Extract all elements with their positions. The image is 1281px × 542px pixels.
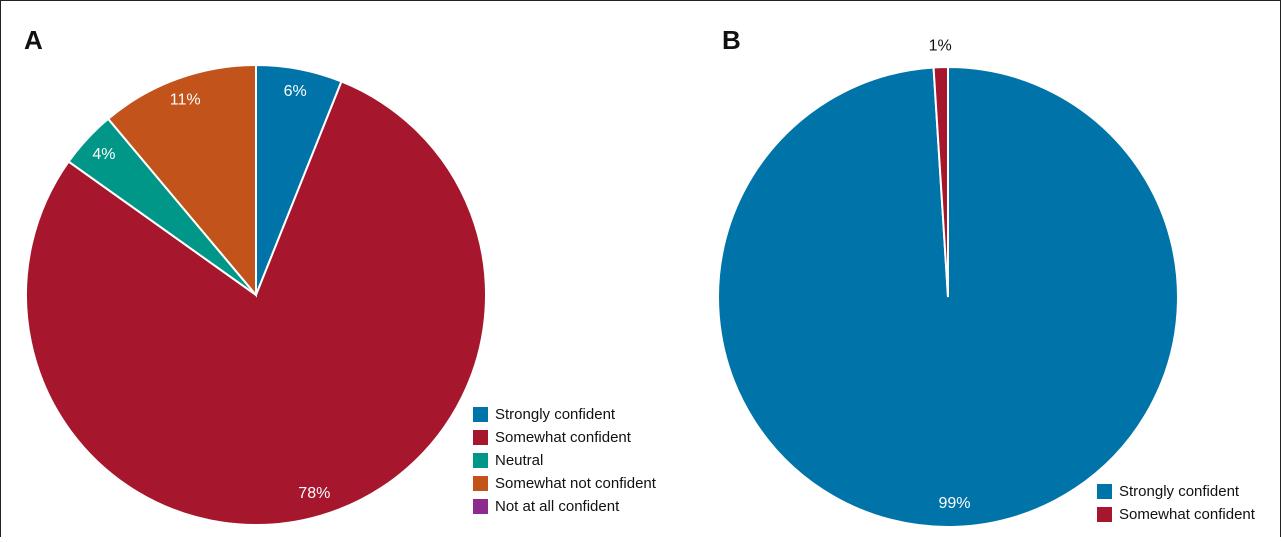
legend-label: Somewhat not confident (495, 475, 657, 492)
legend-label: Somewhat confident (1119, 506, 1256, 523)
legend-swatch (473, 453, 488, 468)
slice-label: 11% (170, 92, 201, 109)
legend-label: Neutral (495, 452, 543, 469)
slice-label: 78% (298, 485, 330, 502)
legend-label: Strongly confident (1119, 483, 1240, 500)
legend-swatch (473, 430, 488, 445)
legend-label: Not at all confident (495, 498, 620, 515)
panel-label: A (24, 25, 43, 55)
slice-label: 1% (929, 38, 952, 55)
legend-label: Somewhat confident (495, 429, 632, 446)
legend-swatch (473, 499, 488, 514)
pie-slice (25, 80, 487, 526)
slice-label: 99% (938, 495, 970, 512)
panel-label: B (722, 25, 741, 55)
pie-slice (106, 63, 257, 298)
slice-label: 6% (284, 83, 307, 100)
legend-swatch (1097, 507, 1112, 522)
legend-swatch (473, 476, 488, 491)
legend-swatch (1097, 484, 1112, 499)
slice-label: 4% (92, 146, 115, 163)
legend-label: Strongly confident (495, 406, 616, 423)
pie-slice (932, 65, 949, 298)
legend-swatch (473, 407, 488, 422)
